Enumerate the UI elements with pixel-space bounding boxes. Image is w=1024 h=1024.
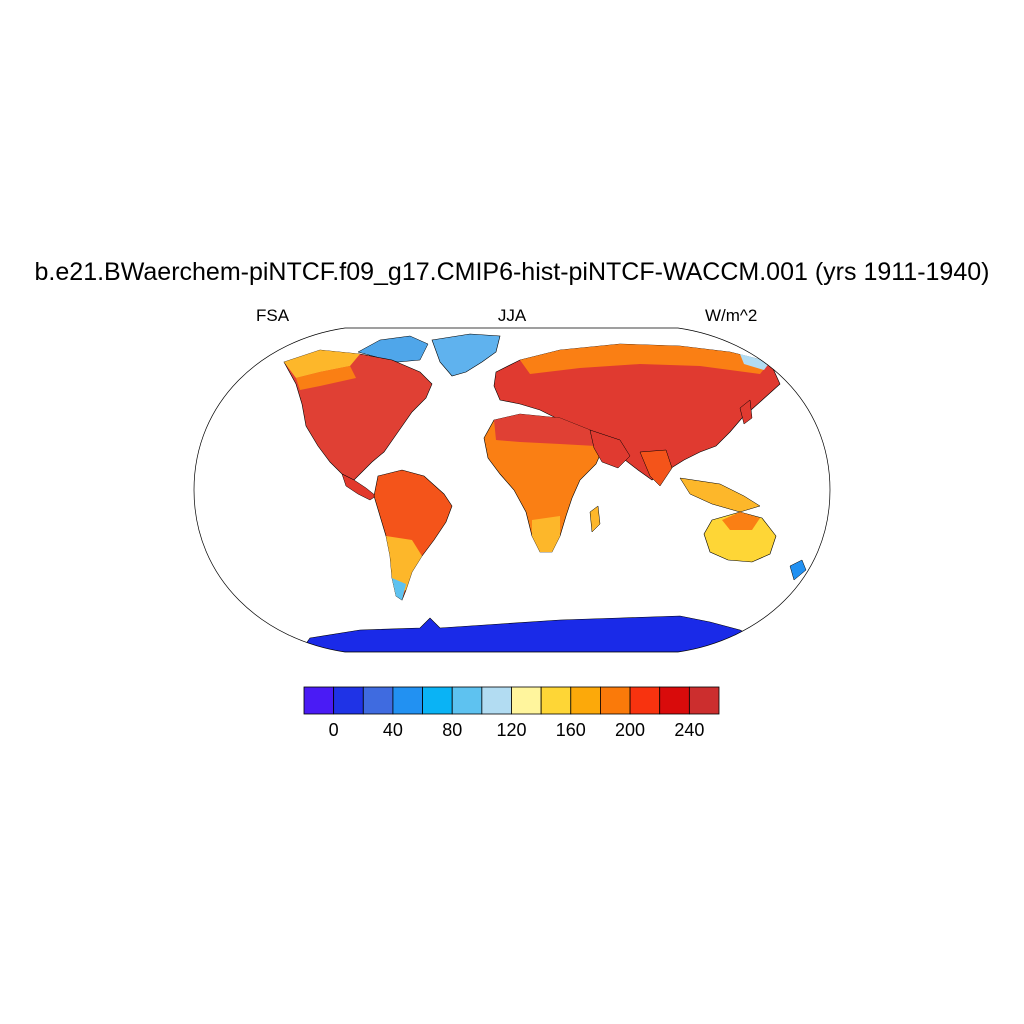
colorbar-swatch: [600, 686, 631, 715]
colorbar-tick: 160: [555, 720, 586, 740]
colorbar-swatch: [511, 686, 542, 715]
season-label: JJA: [497, 306, 527, 325]
colorbar-tick: 200: [615, 720, 646, 740]
colorbar-tick: 80: [442, 720, 463, 740]
colorbar-tick: 40: [382, 720, 403, 740]
units-label: W/m^2: [705, 306, 758, 325]
colorbar-swatch: [362, 686, 394, 715]
variable-label: FSA: [256, 306, 290, 325]
colorbar-swatch: [540, 686, 572, 715]
colorbar-swatch: [481, 686, 512, 715]
map-border: [193, 327, 831, 653]
plot-title: b.e21.BWaerchem-piNTCF.f09_g17.CMIP6-his…: [34, 258, 990, 286]
greenland: [431, 333, 501, 377]
colorbar-swatch: [303, 686, 335, 715]
colorbar-swatch: [629, 686, 661, 715]
colorbar-tick: 120: [496, 720, 527, 740]
colorbar-swatch: [570, 686, 601, 715]
colorbar-tick: 240: [674, 720, 705, 740]
colorbar-swatch: [659, 686, 690, 715]
colorbar-swatch: [392, 686, 423, 715]
australia: [703, 511, 777, 563]
colorbar-swatch: [333, 686, 364, 715]
colorbar-swatch: [422, 686, 453, 715]
colorbar-swatch: [451, 686, 483, 715]
colorbar-tick: 0: [328, 720, 339, 740]
colorbar-swatch: [688, 686, 720, 715]
